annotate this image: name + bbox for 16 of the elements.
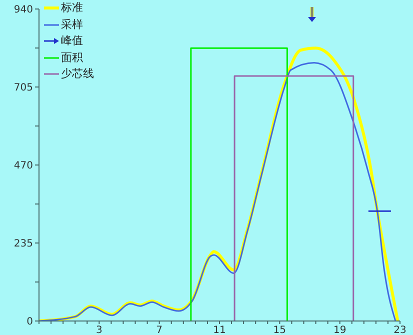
x-tick-label: 11 xyxy=(213,325,226,335)
legend-label: 少芯线 xyxy=(61,66,94,82)
legend-label: 面积 xyxy=(61,50,83,66)
y-tick-label: 705 xyxy=(14,82,33,94)
y-tick-label: 235 xyxy=(14,238,33,250)
y-tick-label: 940 xyxy=(14,4,33,16)
legend-label: 峰值 xyxy=(61,33,83,49)
legend-label: 标准 xyxy=(61,0,83,16)
y-tick-label: 0 xyxy=(26,316,33,328)
y-tick-label: 470 xyxy=(14,160,33,172)
x-tick-label: 3 xyxy=(96,325,102,335)
x-tick-label: 19 xyxy=(333,325,346,335)
x-tick-label: 7 xyxy=(156,325,163,335)
x-tick-label: 23 xyxy=(394,325,406,335)
legend-label: 采样 xyxy=(61,16,83,32)
x-tick-label: 15 xyxy=(273,325,286,335)
